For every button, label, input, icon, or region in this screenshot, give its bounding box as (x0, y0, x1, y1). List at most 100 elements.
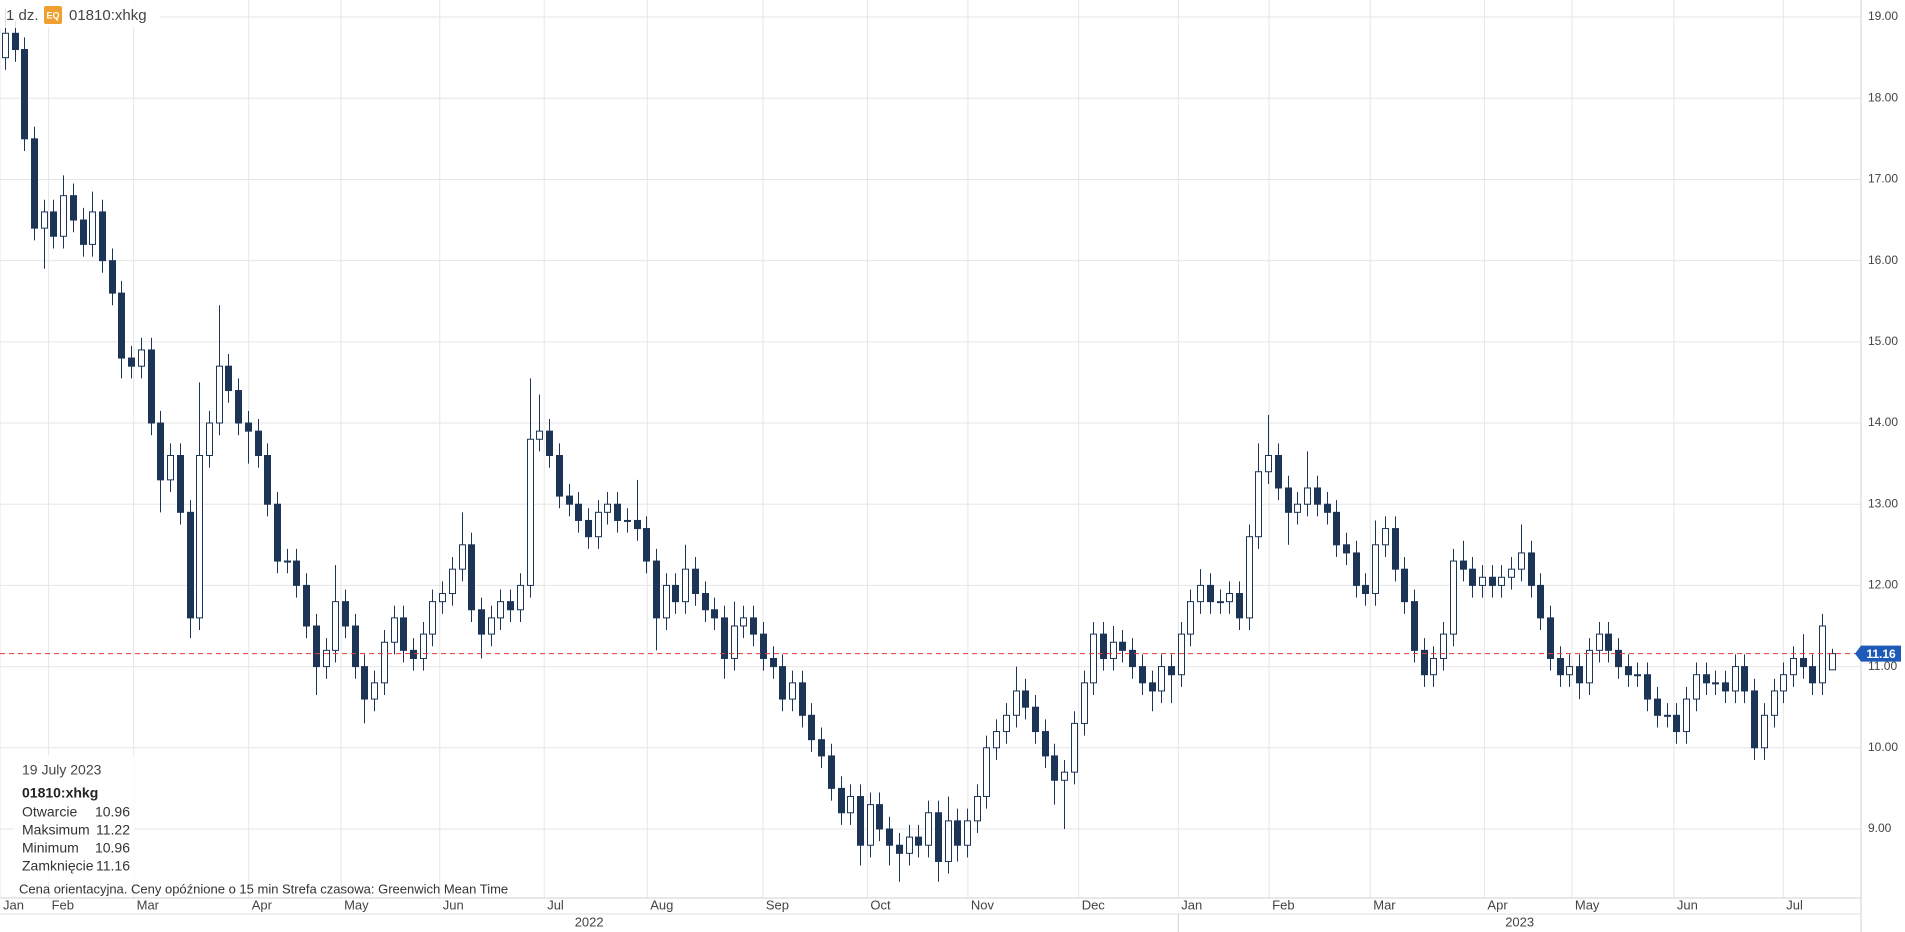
candle-body (731, 625, 738, 659)
x-tick-label: Aug (650, 897, 673, 912)
candle-body (1625, 666, 1632, 676)
candle-body (507, 601, 514, 611)
candle-body (1343, 544, 1350, 554)
candle-body (429, 601, 436, 635)
candle-body (138, 349, 145, 367)
candle-body (1081, 682, 1088, 724)
candle-body (167, 454, 174, 481)
candle-body (1712, 682, 1719, 685)
candle-body (303, 584, 310, 627)
footer-note: Cena orientacyjna. Ceny opóźnione o 15 m… (19, 881, 278, 896)
candle-body (527, 438, 534, 586)
candle-body (1460, 560, 1467, 570)
candle-body (1324, 503, 1331, 513)
candle-body (21, 49, 28, 140)
candle-body (867, 804, 874, 846)
candle-body (624, 519, 631, 522)
candle-body (216, 365, 223, 424)
candle-body (1119, 641, 1126, 651)
candle-body (1090, 633, 1097, 684)
candle-body (1664, 714, 1671, 717)
candle-body (672, 584, 679, 603)
candle-body (1022, 690, 1029, 708)
candle-body (1110, 641, 1117, 659)
candle-body (945, 820, 952, 862)
candle-body (1217, 601, 1224, 604)
candle-body (1829, 653, 1836, 671)
candle-body (983, 747, 990, 798)
candle-body (1168, 666, 1175, 676)
x-tick-label: May (1575, 897, 1600, 912)
candle-body (935, 812, 942, 862)
candle-body (361, 666, 368, 700)
candle-body (595, 511, 602, 538)
x-tick-label: Nov (971, 897, 995, 912)
candle-body (352, 625, 359, 668)
tooltip-row-label: Otwarcie (22, 804, 77, 820)
x-tick-label: Jun (1677, 897, 1698, 912)
tooltip-row-value: 11.22 (96, 822, 130, 838)
candle-body (1586, 649, 1593, 684)
last-price-label: 11.16 (1866, 647, 1896, 661)
candle-body (1314, 487, 1321, 505)
candle-body (711, 609, 718, 619)
candle-body (886, 828, 893, 846)
candle-body (740, 617, 747, 627)
x-tick-label: Jul (547, 897, 564, 912)
candle-body (1362, 584, 1369, 595)
y-tick-label: 10.00 (1868, 740, 1898, 754)
candle-body (1421, 649, 1428, 676)
last-price-box (1861, 645, 1901, 662)
candle-body (770, 657, 777, 668)
tooltip-row-label: Minimum (22, 840, 79, 856)
candle-body (1226, 593, 1233, 603)
candle-body (546, 430, 553, 456)
y-tick-label: 12.00 (1868, 578, 1898, 592)
candle-body (838, 787, 845, 814)
candle-body (1644, 674, 1651, 700)
candle-body (99, 211, 106, 262)
candle-body (206, 422, 213, 456)
candle-body (332, 601, 339, 651)
candle-body (391, 617, 398, 643)
candle-body (12, 32, 19, 51)
x-tick-label: Jan (1181, 897, 1202, 912)
candle-body (643, 528, 650, 562)
candle-body (157, 422, 164, 481)
candle-body (41, 211, 48, 229)
x-tick-label: Mar (1373, 897, 1396, 912)
candle-body (439, 593, 446, 603)
symbol[interactable]: 01810:xhkg (69, 7, 147, 24)
candle-body (1751, 690, 1758, 749)
candle-body (459, 544, 466, 570)
candle-body (1187, 601, 1194, 635)
interval[interactable]: 1 dz. (6, 7, 39, 24)
candle-body (1255, 471, 1262, 538)
candle-body (750, 617, 757, 635)
candle-body (70, 195, 77, 221)
candle-body (1596, 633, 1603, 651)
candle-body (1741, 666, 1748, 692)
candle-body (1440, 633, 1447, 659)
candle-body (410, 649, 417, 659)
candle-body (313, 625, 320, 668)
candle-body (89, 211, 96, 245)
x-tick-label: Feb (1272, 897, 1294, 912)
candle-body (663, 584, 670, 619)
candle-body (954, 820, 961, 846)
candle-body (692, 568, 699, 595)
candle-body (60, 195, 67, 237)
candle-body (1207, 584, 1214, 603)
candle-body (235, 390, 242, 424)
candle-body (1498, 576, 1505, 586)
candle-body (1790, 657, 1797, 676)
candle-body (1518, 552, 1525, 570)
candle-body (420, 633, 427, 659)
candle-body (1392, 528, 1399, 570)
x-tick-label: Oct (870, 897, 891, 912)
x-tick-label: Feb (52, 897, 74, 912)
candle-body (760, 633, 767, 659)
candle-body (1294, 503, 1301, 513)
candle-body (1071, 722, 1078, 773)
y-tick-label: 18.00 (1868, 90, 1898, 104)
